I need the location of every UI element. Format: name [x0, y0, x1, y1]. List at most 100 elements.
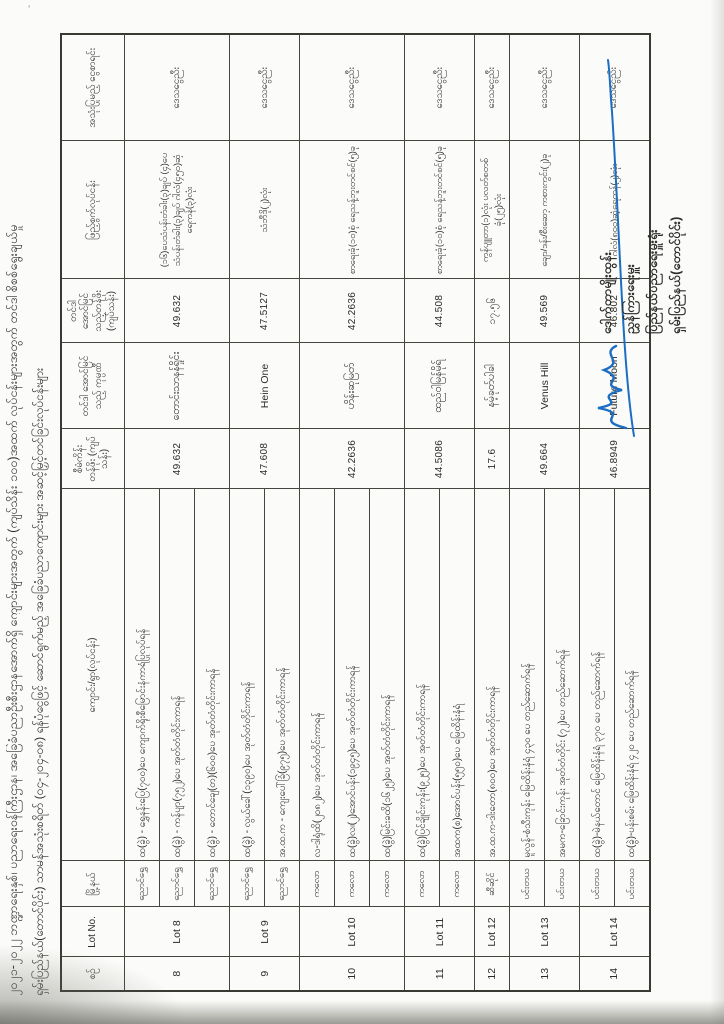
township-cell: ပင်းတယ	[614, 861, 650, 907]
title-line-2: ရှမ်းပြည်နယ်(တောင်ပိုင်း) သာမန်အသုံးစရိတ…	[32, 367, 46, 996]
lot-no-cell: Lot 11	[404, 907, 475, 957]
stamp-line-name: ဒေါက်တာမျိုးထွန်း	[600, 251, 614, 334]
won-value-cell: 47.5127	[229, 279, 300, 343]
won-value-cell: 49.632	[124, 279, 230, 343]
extra-works-cell: ချော/ဒန်း/စီးဆော့ ကစားကွင်း(၂)ခု	[509, 141, 580, 279]
township-cell: ကလော	[334, 861, 370, 907]
column-header-3: ကျောင်း/ရွာ(လုပ်ငန်း)	[61, 489, 125, 861]
won-value-cell: 49.569	[509, 279, 580, 343]
column-header-2: မြို့နယ်	[61, 861, 125, 907]
title-line-1: ၂၀၂၁-၂၀၂၂ ဘဏ္ဍာရေးနှစ်၊ ပညာရေးဝန်ကြီးဌာန…	[6, 224, 20, 996]
fund-cell: ဒေသငွေညီး	[124, 34, 230, 141]
work-cell: ထ(ခွဲ)-မဲနယ်တောင် မြေထိန်းနံရံ ၃၇၀ ပေ တည…	[579, 489, 615, 861]
table-row: 10 Lot 10 ကလော လ-ဒါရုံထိ(၂၀၈၂)ပေ အုတ်တံတိုင…	[299, 34, 405, 991]
column-header-7: ဖြည့်စွက်လုပ်ငန်း	[61, 141, 125, 279]
work-cell: ထ(ခွဲ) - ရွှေနန်းပြေ(၇၀၀)ပေ ကျောက်ရိုးစီ…	[124, 489, 160, 861]
township-cell: ကလော	[439, 861, 475, 907]
column-header-5: တင်ဒါ အောင်မြင်သည့် ကုမ္ပဏီ	[61, 343, 125, 429]
work-cell: ထ(ခွဲ) - တောင်ချေ(တ)(၆၀၀)ပေ အုတ်တံတိုင်း…	[194, 489, 230, 861]
scan-speck: ʻ	[28, 4, 31, 16]
table-row: 13 Lot 13 ပင်းတယ မူလွန်-စံသီးကုန်း မြေထိန်း…	[509, 34, 580, 991]
stamp-line-office: ပြည်နယ်ပညာရေးမှူးရုံး	[646, 229, 661, 334]
company-cell: ထည်ဝါမြန်မိုရ်	[404, 343, 475, 429]
stamp-line-region: ရှမ်းပြည်နယ်(တောင်ပိုင်း)	[669, 216, 684, 334]
township-cell: ကလော	[404, 861, 440, 907]
township-cell: ညောင်ရွှေ	[264, 861, 300, 907]
serial-cell: 12	[474, 957, 510, 991]
estimate-cell: 42.2636	[299, 429, 405, 489]
township-cell: ပင်းတယ	[544, 861, 580, 907]
rotated-content: ၂၀၂၁-၂၀၂၂ ဘဏ္ဍာရေးနှစ်၊ ပညာရေးဝန်ကြီးဌာန…	[4, 20, 706, 998]
serial-cell: 10	[299, 957, 405, 991]
scan-speck: ˙	[12, 308, 16, 320]
fund-cell: ဒေသငွေညီး	[229, 34, 300, 141]
extra-works-cell: ကွန်ပျူတာ(၁)လုံး ပလတ်စတစ်ခုံ(၂၅)လုံး	[474, 141, 510, 279]
township-cell: ညောင်ရွှေ	[229, 861, 265, 907]
column-header-1: Lot No.	[61, 907, 125, 957]
serial-cell: 11	[404, 957, 475, 991]
lot-no-cell: Lot 10	[299, 907, 405, 957]
township-cell: ညောင်ရွှေ	[159, 861, 195, 907]
work-cell: ထ(ခွဲ) - ကန်ပျာ(၇၅၂)ပေ အုတ်တံတိုင်းကာရန်	[159, 489, 195, 861]
won-value-cell: ၁၇.၅၆	[474, 279, 510, 343]
company-cell: နမ့်ခုတ်ပါခါ	[474, 343, 510, 429]
work-cell: အ.ထ.က-ဒါးတော(၈၀၀)ပေ အုတ်တံတိုင်းကာရန်	[474, 489, 510, 861]
stamp-text: ဒေါက်တာမျိုးထွန်း ညွှန်ကြားရေးမှူး ပြည်န…	[596, 216, 689, 334]
estimate-cell: 17.6	[474, 429, 510, 489]
work-cell: မူလွန်-စံသီးကုန်း မြေထိန်းနံရံ ၄၃၀ ပေ တည…	[509, 489, 545, 861]
serial-cell: 9	[229, 957, 300, 991]
township-cell: ညောင်ရွှေ	[194, 861, 230, 907]
work-cell: အမက-ခြောင်းကုန်း အုတ်တံတိုင်း (၇၂)ပေ တည်…	[544, 489, 580, 861]
work-cell: ထ(ခွဲ)ပြင်ချိုင်းကုန်း(၉၂၅)ပေ အုတ်တံတိုင…	[404, 489, 440, 861]
approval-stamp: ဒေါက်တာမျိုးထွန်း ညွှန်ကြားရေးမှူး ပြည်န…	[596, 42, 704, 442]
work-cell: ထ(ခွဲ)-ပန်းစမ်း မြေထိန်းနံရံ ၄၂၀ ပေ တည်ဆ…	[614, 489, 650, 861]
column-header-4: စီမံကိန်း တန်ဖိုး (ကျပ်သန်း)	[61, 429, 125, 489]
work-cell: လ-ဒါရုံထိ(၂၀၈၂)ပေ အုတ်တံတိုင်းကာရန်	[299, 489, 335, 861]
work-cell: ထ(ခွဲ)မြင်းခထိ(၁၆၂၅)ပေ အုတ်တံတိုင်းကာရန်	[369, 489, 405, 861]
company-cell: ဟိန်းဆုမြတ်	[299, 343, 405, 429]
estimate-cell: 49.664	[509, 429, 580, 489]
work-cell: အထက(စ)အောင်ပန်း(၅၅၀)ပေ မြေထိန်းနံရံ	[439, 489, 475, 861]
table-row: 9 Lot 9 ညောင်ရွှေ ထ(ခွဲ) - လွယ်ခေါ်(၁၃၉၀)ပေ…	[229, 34, 300, 991]
estimate-cell: 49.632	[124, 429, 230, 489]
fund-cell: ဒေသငွေညီး	[299, 34, 405, 141]
company-cell: တောင်းသာနန်ရှိုင်း	[124, 343, 230, 429]
scan-edge-shadow	[0, 1000, 724, 1024]
company-cell: Hein One	[229, 343, 300, 429]
column-header-8: အသုံးပြုမည့် ငွေစာရင်း	[61, 34, 125, 141]
serial-cell: 14	[579, 957, 650, 991]
scan-speck: ˙	[18, 612, 22, 624]
signature-scribble	[597, 59, 635, 437]
township-cell: ကလော	[299, 861, 335, 907]
won-value-cell: 44.508	[404, 279, 475, 343]
extra-works-cell: (၁၆)ပေသံပန်းတံခါး(၃)ချပ် (၄)ပေသံပန်းတံခါ…	[124, 141, 230, 279]
table-row: 8 Lot 8 ညောင်ရွှေ ထ(ခွဲ) - ရွှေနန်းပြေ(၇၀၀)…	[124, 34, 230, 991]
header-row: စဉ် Lot No. မြို့နယ် ကျောင်း/ရွာ(လုပ်ငန်း) စ…	[61, 34, 125, 991]
fund-cell: ဒေသငွေညီး	[404, 34, 475, 141]
won-value-cell: 42.2636	[299, 279, 405, 343]
scan-edge-shadow	[710, 0, 724, 1024]
extra-works-cell: သံဘီဒို(၂)လုံး	[229, 141, 300, 279]
estimate-cell: 47.608	[229, 429, 300, 489]
work-cell: ထ(ခွဲ)လ၊(၂)အောင်ပန်း(၁၉၄၅)ပေ အုတ်တံတိုင်…	[334, 489, 370, 861]
township-cell: ကလော	[369, 861, 405, 907]
table-row: 12 Lot 12 ဆီဆိုင် အ.ထ.က-ဒါးတော(၈၀၀)ပေ အုတ်တ…	[474, 34, 510, 991]
extra-works-cell: စာရေးခုံ(၁၀)စုံ ရေသန့်ဘူးတင်စင်(၅)ခု	[299, 141, 405, 279]
township-cell: ပင်းတယ	[509, 861, 545, 907]
table-row: 11 Lot 11 ကလော ထ(ခွဲ)ပြင်ချိုင်းကုန်း(၉၂၅)ပ…	[404, 34, 475, 991]
work-cell: အ.ထ.က - ကျေးပေါ်ခြံ(၉၇၅)ပေ အုတ်တံတိုင်းက…	[264, 489, 300, 861]
lot-no-cell: Lot 14	[579, 907, 650, 957]
extra-works-cell: စာရေးခုံ(၁၀)စုံ ရေသန့်ဘူးတင်စင်(၅)ခု	[404, 141, 475, 279]
fund-cell: ဒေသငွေညီး	[474, 34, 510, 141]
column-header-0: စဉ်	[61, 957, 125, 991]
township-cell: ဆီဆိုင်	[474, 861, 510, 907]
serial-cell: 13	[509, 957, 580, 991]
township-cell: ညောင်ရွှေ	[124, 861, 160, 907]
lot-no-cell: Lot 12	[474, 907, 510, 957]
stamp-line-title: ညွှန်ကြားရေးမှူး	[623, 263, 638, 334]
company-cell: Venus Hill	[509, 343, 580, 429]
lot-no-cell: Lot 8	[124, 907, 230, 957]
column-header-6: တင်ဒါအောင်မြင် သည့်တန်ဖိုး (ကျပ်သန်း)	[61, 279, 125, 343]
document-title: ၂၀၂၁-၂၀၂၂ ဘဏ္ဍာရေးနှစ်၊ ပညာရေးဝန်ကြီးဌာန…	[6, 22, 49, 996]
